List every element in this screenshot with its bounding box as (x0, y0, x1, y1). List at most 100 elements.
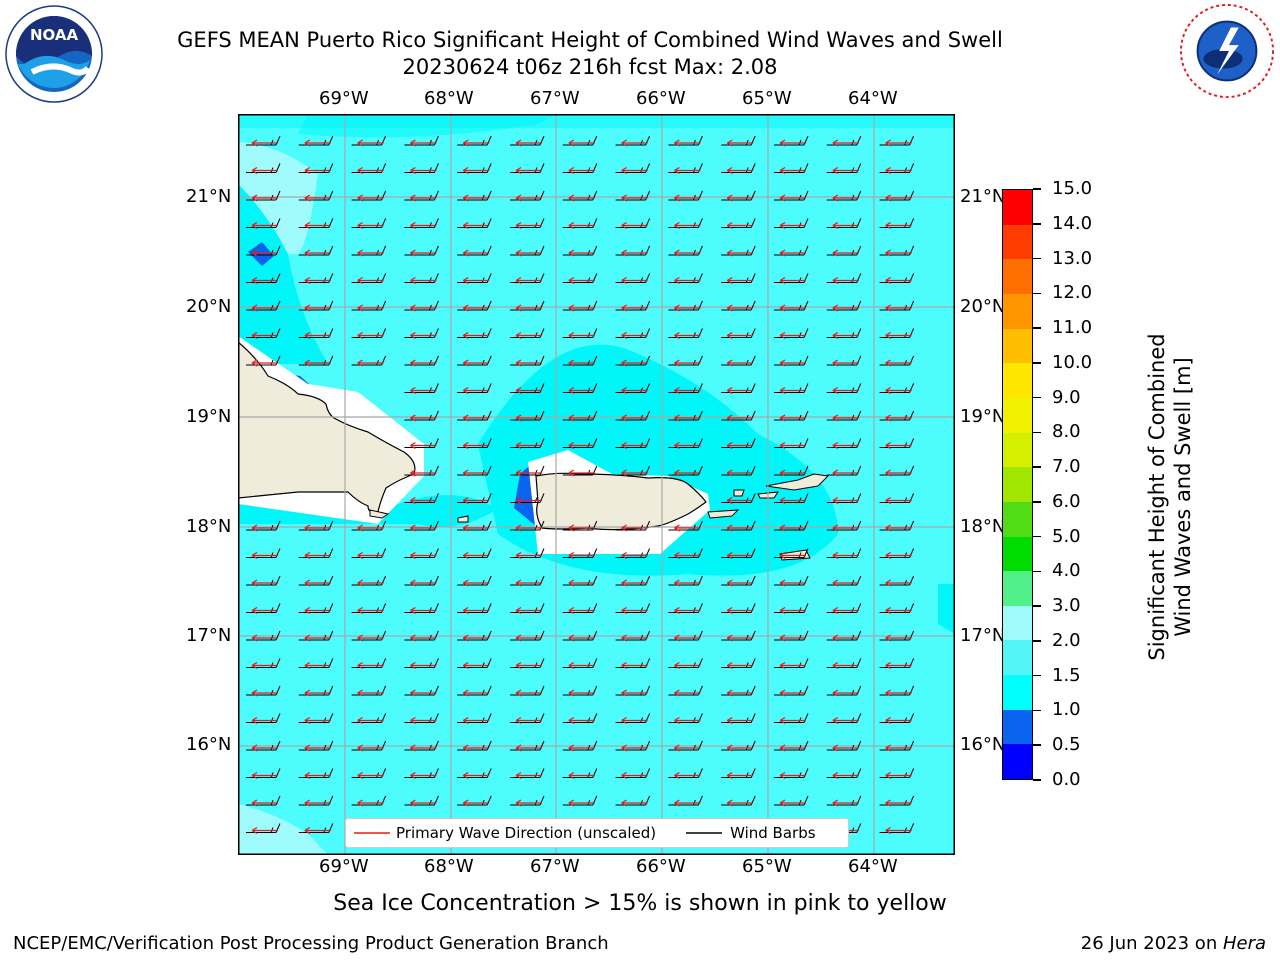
map-frame (238, 114, 955, 855)
lat-label-left: 17°N (186, 625, 232, 646)
wave-direction-arrow (726, 771, 754, 780)
colorbar-tick-label: 9.0 (1052, 386, 1081, 408)
wave-direction-arrow (832, 634, 859, 642)
wave-direction-arrow (832, 331, 859, 340)
wave-direction-arrow (621, 606, 648, 615)
wave-direction-arrow (251, 799, 278, 807)
wave-direction-arrow (462, 634, 490, 642)
wave-direction-arrow (357, 166, 384, 175)
colorbar-segment (1003, 571, 1032, 606)
wave-direction-arrow (304, 689, 331, 697)
wave-direction-arrow (462, 661, 490, 670)
wave-direction-arrow (357, 331, 384, 340)
wave-direction-arrow (779, 166, 806, 175)
wave-direction-arrow (251, 331, 278, 340)
wave-direction-arrow (885, 441, 912, 450)
wave-direction-arrow (357, 194, 384, 202)
wave-direction-arrow (621, 689, 648, 697)
wave-direction-arrow (410, 359, 437, 367)
wave-direction-arrow (726, 716, 754, 725)
wave-direction-arrow (251, 634, 278, 642)
wave-direction-arrow (568, 221, 595, 230)
wave-direction-arrow (568, 139, 595, 147)
wave-direction-arrow (674, 524, 701, 532)
wave-direction-arrow (515, 359, 542, 367)
colorbar-segment (1003, 328, 1032, 364)
colorbar-tick-mark (1033, 188, 1041, 190)
wave-direction-arrow (462, 496, 490, 505)
lon-label-bottom: 67°W (530, 856, 580, 877)
wave-direction-arrow (515, 579, 542, 587)
wave-direction-arrow (304, 551, 331, 560)
colorbar-segment (1003, 363, 1032, 398)
colorbar-segment (1003, 501, 1032, 537)
wave-direction-arrow (621, 166, 648, 175)
wave-direction-arrow (832, 496, 859, 505)
wave-direction-arrow (674, 799, 701, 807)
wave-direction-arrow (515, 276, 542, 285)
wave-direction-arrow (621, 469, 648, 477)
wave-direction-arrow (779, 551, 806, 560)
wave-direction-arrow (832, 716, 859, 725)
wave-direction-arrow (726, 166, 754, 175)
wave-direction-arrow (674, 304, 701, 312)
wave-direction-arrow (779, 304, 806, 312)
wave-direction-arrow (462, 359, 490, 367)
wave-direction-arrow (726, 579, 754, 587)
lon-label-top: 65°W (742, 88, 792, 109)
wave-direction-arrow (357, 359, 384, 367)
wave-direction-arrow (674, 579, 701, 587)
wave-direction-arrow (462, 166, 490, 175)
wave-direction-arrow (568, 799, 595, 807)
wave-direction-arrow (515, 689, 542, 697)
wave-direction-arrow (779, 524, 806, 532)
wave-direction-arrow (621, 194, 648, 202)
wave-direction-arrow (462, 139, 490, 147)
wave-direction-arrow (885, 304, 912, 312)
wave-direction-arrow (357, 634, 384, 642)
colorbar-tick-label: 3.0 (1052, 595, 1081, 617)
lat-label-left: 21°N (186, 186, 232, 207)
wave-direction-arrow (410, 194, 437, 202)
wave-direction-arrow (832, 524, 859, 532)
lon-label-top: 66°W (636, 88, 686, 109)
wave-direction-arrow (885, 496, 912, 505)
footer-date: 26 Jun 2023 on (1080, 933, 1223, 954)
wave-direction-arrow (304, 606, 331, 615)
wave-direction-arrow (779, 496, 806, 505)
wave-direction-arrow (621, 139, 648, 147)
wave-direction-arrow (462, 689, 490, 697)
colorbar-segment (1003, 294, 1032, 329)
wave-direction-arrow (726, 249, 754, 257)
wave-direction-arrow (410, 166, 437, 175)
colorbar-title: Significant Height of Combined Wind Wave… (1144, 307, 1196, 687)
wave-direction-arrow (885, 331, 912, 340)
colorbar-segment (1003, 259, 1032, 295)
lat-label-right: 16°N (960, 734, 1006, 755)
wave-direction-arrow (568, 276, 595, 285)
wave-direction-arrow (410, 744, 437, 752)
colorbar-segment (1003, 536, 1032, 572)
wave-direction-arrow (304, 771, 331, 780)
wave-direction-arrow (515, 716, 542, 725)
wave-direction-arrow (674, 276, 701, 285)
wave-direction-arrow (674, 441, 701, 450)
wave-direction-arrow (568, 414, 595, 422)
wave-direction-arrow (674, 744, 701, 752)
wave-direction-arrow (410, 139, 437, 147)
wave-direction-arrow (462, 524, 490, 532)
wave-direction-arrow (885, 524, 912, 532)
wave-direction-arrow (410, 689, 437, 697)
wave-height-map (238, 114, 955, 855)
wave-direction-arrow (674, 331, 701, 340)
wave-direction-arrow (357, 744, 384, 752)
wave-direction-arrow (515, 661, 542, 670)
wave-direction-arrow (568, 304, 595, 312)
wave-direction-arrow (621, 524, 648, 532)
wave-band-2to3-south (238, 804, 328, 855)
wave-direction-arrow (726, 496, 754, 505)
colorbar-tick-label: 11.0 (1052, 317, 1093, 339)
wave-direction-arrow (462, 441, 490, 450)
wave-direction-arrow (726, 469, 754, 477)
wave-direction-arrow (462, 579, 490, 587)
